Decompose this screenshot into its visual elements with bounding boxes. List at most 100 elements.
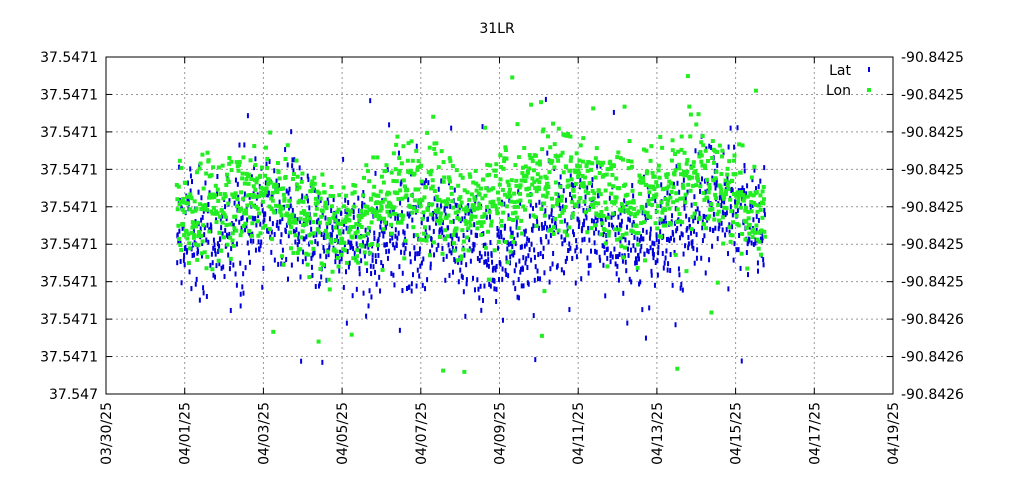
lon-point bbox=[316, 200, 321, 205]
lon-point bbox=[195, 257, 200, 262]
lon-point bbox=[502, 156, 507, 161]
lon-point bbox=[588, 197, 593, 202]
lon-point bbox=[377, 200, 382, 205]
lon-point bbox=[626, 158, 631, 163]
lat-point bbox=[664, 215, 667, 221]
lon-point bbox=[217, 230, 222, 235]
lat-point bbox=[665, 220, 668, 226]
lat-point bbox=[214, 274, 217, 280]
lat-point bbox=[540, 239, 543, 245]
lon-point bbox=[263, 190, 268, 195]
lon-point bbox=[641, 147, 646, 152]
lon-point bbox=[677, 211, 682, 216]
lon-point bbox=[728, 197, 733, 202]
lat-point bbox=[527, 253, 530, 259]
lat-point bbox=[675, 164, 678, 170]
lon-point bbox=[570, 211, 575, 216]
lat-point bbox=[692, 218, 695, 224]
lat-point bbox=[337, 239, 340, 245]
lon-point bbox=[745, 266, 750, 271]
lat-point bbox=[669, 252, 672, 258]
lon-point bbox=[220, 220, 225, 225]
lat-point bbox=[569, 191, 572, 197]
lat-point bbox=[355, 286, 358, 292]
lat-point bbox=[627, 252, 630, 258]
lon-point bbox=[705, 195, 710, 200]
lon-point bbox=[228, 256, 233, 261]
lon-point bbox=[422, 225, 427, 230]
lat-point bbox=[652, 255, 655, 261]
lat-point bbox=[412, 272, 415, 278]
lat-point bbox=[478, 257, 481, 263]
lat-point bbox=[431, 242, 434, 248]
lat-point bbox=[271, 192, 274, 198]
lon-point bbox=[718, 184, 723, 189]
lon-point bbox=[311, 246, 316, 251]
lon-point bbox=[356, 260, 361, 265]
lat-point bbox=[415, 283, 418, 289]
lat-point bbox=[435, 247, 438, 253]
lat-point bbox=[528, 213, 531, 219]
lon-point bbox=[557, 213, 562, 218]
lon-point bbox=[506, 183, 511, 188]
lon-point bbox=[325, 221, 330, 226]
lat-point bbox=[618, 251, 621, 257]
lat-point bbox=[403, 240, 406, 246]
lat-point bbox=[524, 260, 527, 266]
lon-point bbox=[211, 165, 216, 170]
lon-point bbox=[371, 155, 376, 160]
lat-point bbox=[478, 295, 481, 301]
lat-point bbox=[680, 231, 683, 237]
lat-point bbox=[533, 247, 536, 253]
lon-point bbox=[715, 212, 720, 217]
lon-point bbox=[186, 232, 191, 237]
lon-point bbox=[244, 171, 249, 176]
lon-point bbox=[726, 186, 731, 191]
lon-point bbox=[344, 260, 349, 265]
lat-point bbox=[388, 209, 391, 215]
lat-point bbox=[598, 254, 601, 260]
lon-point bbox=[313, 212, 318, 217]
lon-point bbox=[290, 220, 295, 225]
lat-point bbox=[561, 204, 564, 210]
lon-point bbox=[473, 214, 478, 219]
lat-point bbox=[386, 255, 389, 261]
lon-point bbox=[625, 201, 630, 206]
lon-point bbox=[656, 168, 661, 173]
lon-point bbox=[175, 197, 180, 202]
lat-point bbox=[585, 215, 588, 221]
lon-point bbox=[496, 197, 501, 202]
lon-point bbox=[516, 155, 521, 160]
lat-point bbox=[756, 260, 759, 266]
lat-point bbox=[748, 237, 751, 243]
lon-point bbox=[181, 196, 186, 201]
lat-point bbox=[210, 251, 213, 257]
lat-point bbox=[637, 252, 640, 258]
lat-point bbox=[683, 205, 686, 211]
lat-point bbox=[492, 265, 495, 271]
lon-point bbox=[653, 194, 658, 199]
lon-point bbox=[301, 199, 306, 204]
lat-point bbox=[472, 246, 475, 252]
lon-point bbox=[182, 233, 187, 238]
lon-point bbox=[491, 199, 496, 204]
lat-point bbox=[522, 255, 525, 261]
lon-point bbox=[248, 201, 253, 206]
lon-point bbox=[757, 239, 762, 244]
lat-point bbox=[603, 250, 606, 256]
lon-point bbox=[494, 162, 499, 167]
lon-point bbox=[249, 233, 254, 238]
lon-point bbox=[681, 169, 686, 174]
lon-point bbox=[357, 218, 362, 223]
lat-point bbox=[615, 271, 618, 277]
lat-point bbox=[495, 286, 498, 292]
lat-point bbox=[215, 217, 218, 223]
lon-point bbox=[250, 221, 255, 226]
lon-point bbox=[528, 192, 533, 197]
lat-point bbox=[371, 257, 374, 263]
lon-point bbox=[680, 220, 685, 225]
lat-point bbox=[370, 271, 373, 277]
lon-point bbox=[460, 175, 465, 180]
lat-point bbox=[650, 272, 653, 278]
y-left-tick-label: 37.5471 bbox=[40, 162, 98, 178]
